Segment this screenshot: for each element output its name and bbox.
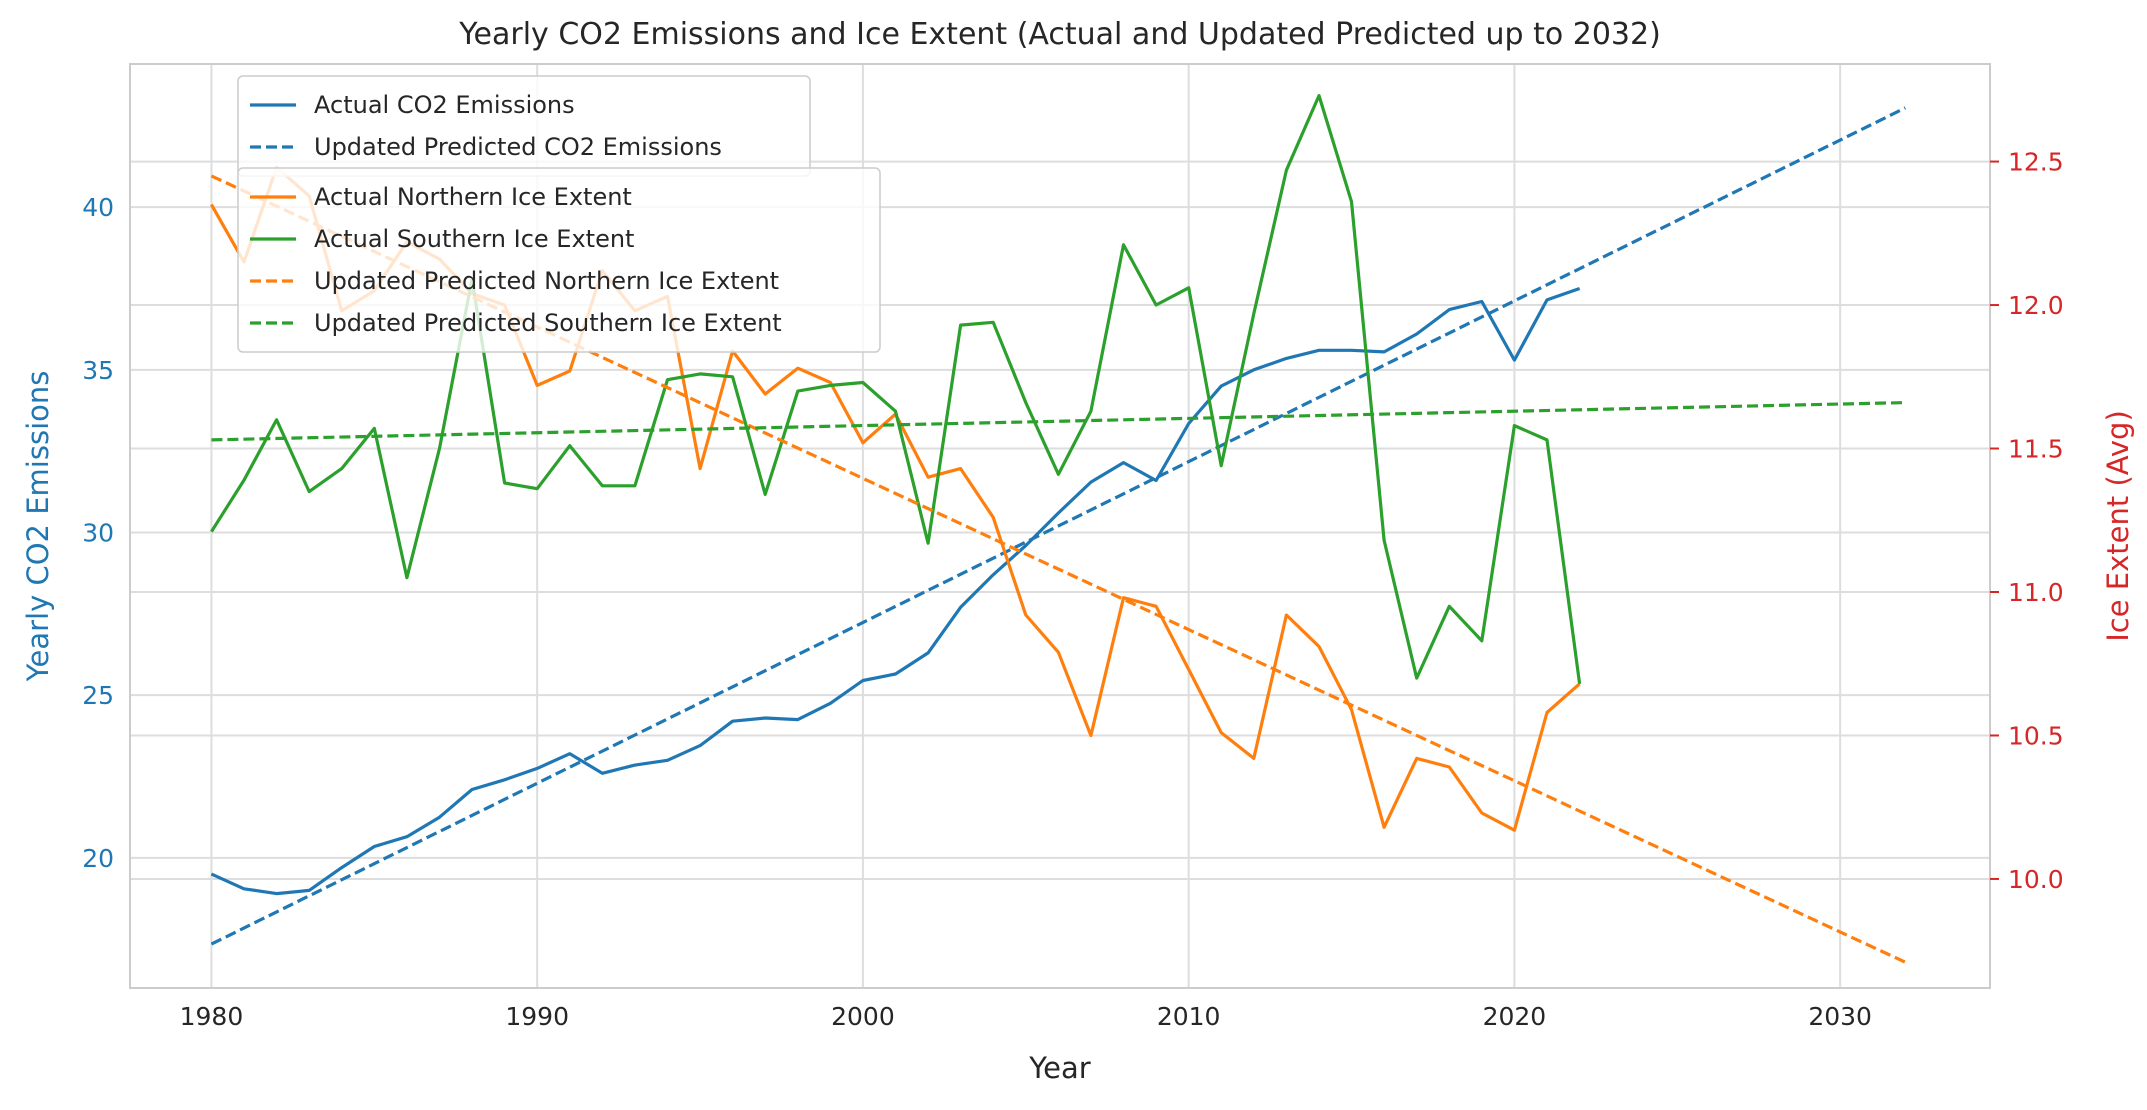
- y-right-tick-label: 11.5: [2008, 435, 2064, 464]
- y-left-tick-label: 25: [82, 681, 114, 710]
- legend-label: Updated Predicted Northern Ice Extent: [314, 267, 779, 295]
- y-right-tick-label: 10.5: [2008, 721, 2064, 750]
- y-left-tick-label: 35: [82, 356, 114, 385]
- x-tick-label: 2000: [831, 1002, 895, 1031]
- series-line-updated-predicted-co2-emissions: [210, 106, 1907, 946]
- legend-label: Updated Predicted Southern Ice Extent: [314, 309, 782, 337]
- y-left-tick-label: 30: [82, 519, 114, 548]
- y-axis-right-label: Ice Extent (Avg): [2101, 410, 2135, 642]
- plot-frame: [129, 63, 1991, 989]
- legend-legend_co2: Actual CO2 Emissions Updated Predicted CO…: [237, 75, 811, 177]
- chart-title: Yearly CO2 Emissions and Ice Extent (Act…: [458, 17, 1661, 52]
- x-tick-label: 1980: [180, 1002, 244, 1031]
- legend-label: Actual Northern Ice Extent: [314, 183, 632, 211]
- legend-label: Actual Southern Ice Extent: [314, 225, 634, 253]
- x-tick-label: 2020: [1483, 1002, 1547, 1031]
- y-right-tick-label: 11.0: [2008, 578, 2064, 607]
- legends: Actual CO2 Emissions Updated Predicted CO…: [237, 75, 881, 353]
- legend-frame: [237, 167, 881, 353]
- x-tick-label: 2030: [1808, 1002, 1872, 1031]
- y-left-tick-label: 20: [82, 844, 114, 873]
- x-axis-label: Year: [1028, 1051, 1090, 1085]
- x-tick-label: 1990: [505, 1002, 569, 1031]
- y-right-tick-label: 10.0: [2008, 865, 2064, 894]
- legend-label: Actual CO2 Emissions: [314, 91, 575, 119]
- series-line-actual-co2-emissions: [210, 286, 1581, 896]
- x-tick-label: 2010: [1157, 1002, 1221, 1031]
- y-right-tick-label: 12.5: [2008, 148, 2064, 177]
- series-line-actual-southern-ice-extent: [210, 93, 1582, 685]
- axes: 1980 1990 2000 2010 2020 2030 20 25 30 35 40 10.0 10…: [82, 148, 2063, 1031]
- y-left-tick-label: 40: [82, 193, 114, 222]
- y-axis-left-label: Yearly CO2 Emissions: [21, 371, 55, 683]
- series-line-updated-predicted-southern-ice-extent: [211, 401, 1906, 442]
- legend-legend_ice: Actual Northern Ice Extent Actual Souther…: [237, 167, 881, 353]
- legend-label: Updated Predicted CO2 Emissions: [314, 133, 722, 161]
- y-right-tick-label: 12.0: [2008, 291, 2064, 320]
